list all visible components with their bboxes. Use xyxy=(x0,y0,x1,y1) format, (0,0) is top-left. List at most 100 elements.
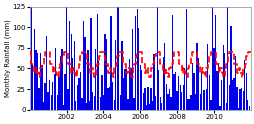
Bar xyxy=(185,9,186,110)
Bar xyxy=(53,74,55,110)
Bar xyxy=(220,80,221,110)
Bar xyxy=(125,69,126,110)
Bar xyxy=(35,50,36,110)
Bar xyxy=(118,0,119,110)
Bar xyxy=(239,89,240,110)
Bar xyxy=(191,63,192,110)
Bar xyxy=(194,94,195,110)
Bar xyxy=(136,9,137,110)
Bar xyxy=(223,53,225,110)
Bar xyxy=(115,40,116,110)
Bar xyxy=(168,89,169,110)
Bar xyxy=(124,69,125,110)
Bar xyxy=(232,78,234,110)
Bar xyxy=(171,15,172,110)
Bar xyxy=(58,76,59,110)
Bar xyxy=(47,92,49,110)
Bar xyxy=(122,78,123,110)
Bar xyxy=(112,82,113,110)
Bar xyxy=(229,26,231,110)
Bar xyxy=(89,101,90,110)
Bar xyxy=(154,96,156,110)
Bar xyxy=(176,91,177,110)
Bar xyxy=(102,95,104,110)
Bar xyxy=(217,63,218,110)
Bar xyxy=(38,88,39,110)
Bar xyxy=(108,87,110,110)
Bar xyxy=(165,84,166,110)
Bar xyxy=(84,37,85,110)
Bar xyxy=(234,56,235,110)
Bar xyxy=(228,85,229,110)
Bar xyxy=(183,68,185,110)
Bar xyxy=(144,88,145,110)
Bar xyxy=(62,105,64,110)
Bar xyxy=(139,65,140,110)
Bar xyxy=(43,102,44,110)
Bar xyxy=(49,80,50,110)
Bar xyxy=(162,57,163,110)
Bar xyxy=(34,29,35,110)
Bar xyxy=(72,58,73,110)
Bar xyxy=(101,75,102,110)
Bar xyxy=(59,56,61,110)
Bar xyxy=(145,105,147,110)
Bar xyxy=(174,72,176,110)
Bar xyxy=(64,74,66,110)
Bar xyxy=(69,21,70,110)
Bar xyxy=(32,64,33,110)
Bar xyxy=(52,82,53,110)
Bar xyxy=(193,73,194,110)
Bar xyxy=(189,95,191,110)
Bar xyxy=(167,94,168,110)
Bar xyxy=(138,28,139,110)
Bar xyxy=(55,48,56,110)
Bar xyxy=(161,103,162,110)
Bar xyxy=(211,0,212,110)
Bar xyxy=(66,0,67,110)
Bar xyxy=(186,99,188,110)
Bar xyxy=(225,103,226,110)
Bar xyxy=(199,94,200,110)
Bar xyxy=(104,34,105,110)
Bar xyxy=(216,71,217,110)
Bar xyxy=(113,100,114,110)
Bar xyxy=(148,104,150,110)
Bar xyxy=(159,97,160,110)
Bar xyxy=(153,54,154,110)
Bar xyxy=(219,107,220,110)
Bar xyxy=(119,95,120,110)
Bar xyxy=(46,35,47,110)
Bar xyxy=(245,73,246,110)
Bar xyxy=(44,83,45,110)
Bar xyxy=(96,14,98,110)
Bar xyxy=(70,34,72,110)
Bar xyxy=(30,0,32,110)
Bar xyxy=(90,18,91,110)
Bar xyxy=(177,76,179,110)
Bar xyxy=(150,88,151,110)
Bar xyxy=(67,89,69,110)
Bar xyxy=(81,98,82,110)
Bar xyxy=(50,95,52,110)
Bar xyxy=(78,78,79,110)
Bar xyxy=(188,99,189,110)
Bar xyxy=(173,74,174,110)
Bar xyxy=(157,70,159,110)
Bar xyxy=(205,89,206,110)
Bar xyxy=(92,92,93,110)
Bar xyxy=(182,85,183,110)
Bar xyxy=(73,41,75,110)
Bar xyxy=(128,59,130,110)
Bar xyxy=(246,100,247,110)
Bar xyxy=(142,93,144,110)
Bar xyxy=(210,100,211,110)
Bar xyxy=(240,88,241,110)
Bar xyxy=(203,90,205,110)
Bar xyxy=(37,53,38,110)
Bar xyxy=(76,85,78,110)
Bar xyxy=(200,72,202,110)
Bar xyxy=(41,65,42,110)
Bar xyxy=(121,41,122,110)
Bar xyxy=(99,97,101,110)
